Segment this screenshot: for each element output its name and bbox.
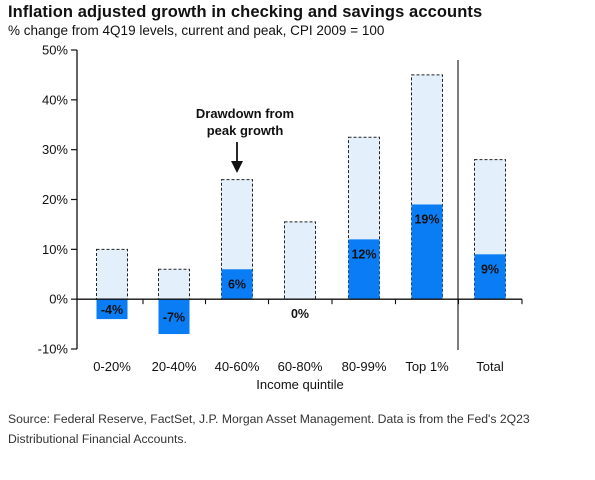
data-label: 12% bbox=[351, 247, 376, 261]
y-tick-label: 30% bbox=[42, 142, 68, 157]
x-tick-label: 80-99% bbox=[342, 359, 387, 374]
current-bar-5 bbox=[411, 204, 443, 300]
x-tick-label: Top 1% bbox=[405, 359, 449, 374]
current-bar-1 bbox=[158, 299, 190, 335]
peak-bar-0 bbox=[96, 248, 128, 300]
chart-title: Inflation adjusted growth in checking an… bbox=[8, 3, 483, 21]
y-tick-label: 50% bbox=[42, 43, 68, 58]
bar-chart: -10% 0% 10% 20% 30% 40% 50% -4% -7% 6% 0% 12% 19% 9% 0… bbox=[38, 43, 523, 392]
data-label: 9% bbox=[481, 262, 499, 276]
y-tick-label: 40% bbox=[42, 92, 68, 107]
current-bar-4 bbox=[348, 239, 380, 300]
current-bar-0 bbox=[96, 299, 128, 320]
y-tick-label: 0% bbox=[49, 292, 68, 307]
annotation-text-line1: Drawdown from bbox=[196, 106, 294, 121]
data-label: -4% bbox=[101, 303, 123, 317]
annotation-arrow-head bbox=[231, 161, 243, 173]
chart-subtitle: % change from 4Q19 levels, current and p… bbox=[8, 23, 385, 38]
y-tick-label: 20% bbox=[42, 192, 68, 207]
peak-bar-3 bbox=[284, 221, 316, 300]
y-tick-label: -10% bbox=[38, 342, 69, 357]
current-bar-6 bbox=[474, 254, 506, 300]
data-label: -7% bbox=[163, 311, 185, 325]
x-tick-label: 60-80% bbox=[278, 359, 323, 374]
x-tick-label: 40-60% bbox=[215, 359, 260, 374]
data-label: 19% bbox=[414, 212, 439, 226]
source-note: Source: Federal Reserve, FactSet, J.P. M… bbox=[8, 412, 530, 446]
peak-bar-1 bbox=[158, 268, 190, 300]
x-axis-label: Income quintile bbox=[256, 377, 343, 392]
data-label: 6% bbox=[228, 277, 246, 291]
x-tick-label: Total bbox=[476, 359, 504, 374]
x-tick-label: 20-40% bbox=[152, 359, 197, 374]
current-bar-2 bbox=[221, 269, 253, 300]
data-label: 0% bbox=[291, 307, 309, 321]
annotation-text-line2: peak growth bbox=[207, 123, 284, 138]
y-tick-label: 10% bbox=[42, 242, 68, 257]
x-tick-label: 0-20% bbox=[93, 359, 131, 374]
